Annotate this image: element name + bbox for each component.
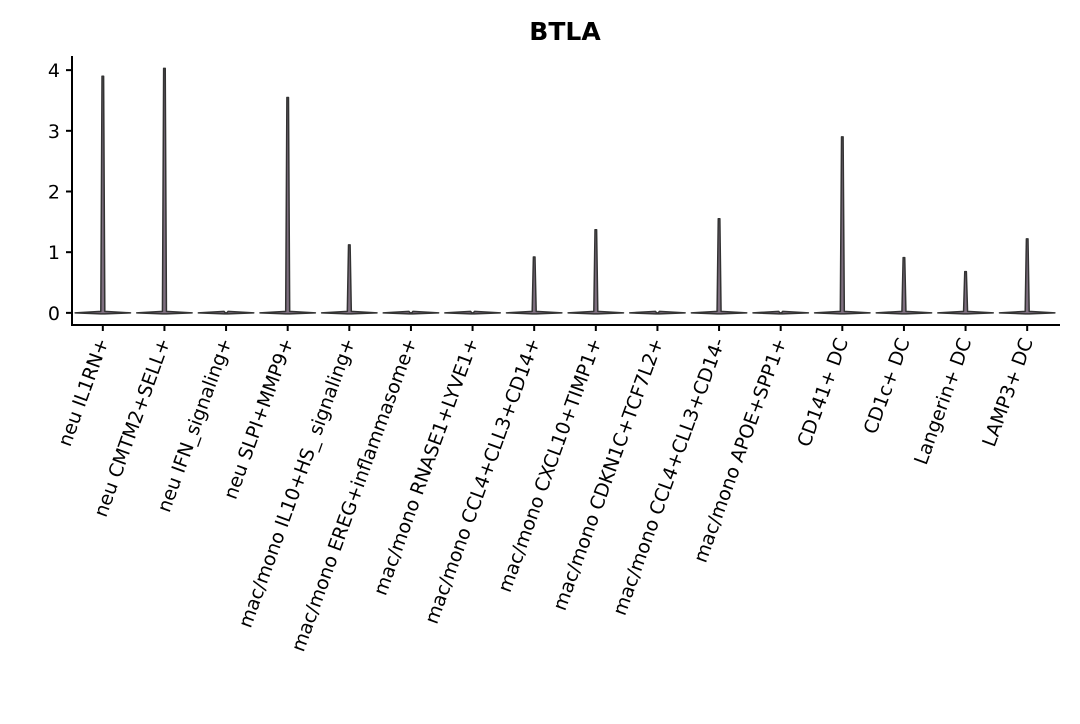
x-tick-label: CD141+ DC [793,335,853,450]
violin [135,67,193,315]
y-tick-label: 2 [48,182,60,204]
y-tick-label: 4 [48,60,60,82]
chart-title: BTLA [529,17,601,46]
x-tick-label: mac/mono EREG+inflammasome+ [287,335,421,654]
violin [752,310,810,315]
y-tick-label: 0 [48,303,60,325]
violin [813,136,871,315]
violin [628,310,686,315]
x-tick-label: Langerin+ DC [910,335,976,468]
violin [875,256,933,315]
violin [505,256,563,315]
x-tick-label: CD1c+ DC [860,335,915,437]
violin [444,310,502,315]
violin [259,96,317,315]
violin [998,238,1056,315]
violin [690,218,748,315]
violin [567,228,625,315]
x-tick-label: neu IL1RN+ [54,335,113,449]
y-tick-label: 1 [48,242,60,264]
x-tick-label: LAMP3+ DC [978,335,1038,449]
violin [74,75,132,315]
x-tick-label: mac/mono CCL4+CLL3+CD14+ [421,335,545,627]
violin [382,310,440,315]
violin [197,310,255,315]
x-tick-label: mac/mono CCL4+CLL3+CD14- [609,335,730,618]
x-tick-label: neu SLPI+MMP9+ [220,335,299,502]
x-tick-label: mac/mono CDKN1C+TCF7L2+ [549,335,668,613]
violin [320,244,378,315]
y-tick-label: 3 [48,121,60,143]
violin [937,270,995,315]
x-tick-label: mac/mono IL10+HS_ signaling+ [235,335,361,631]
